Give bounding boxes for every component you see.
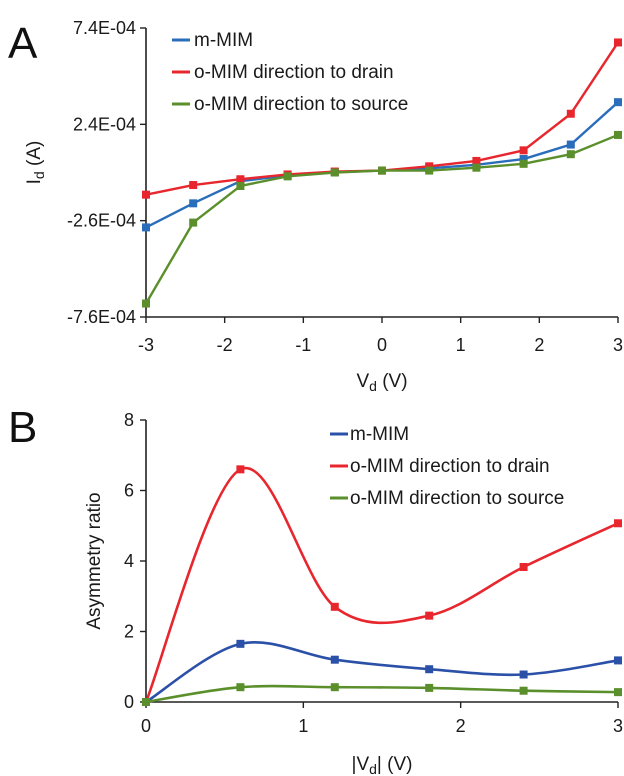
panel-letter-a: A xyxy=(8,19,38,68)
y-tick-label: 8 xyxy=(124,410,134,430)
series-1-point xyxy=(236,465,245,474)
series-1-point xyxy=(330,602,339,611)
series-1-point xyxy=(142,190,150,199)
x-axis-title-part-2: (V) xyxy=(377,371,408,392)
series-0-point xyxy=(519,670,528,679)
x-tick-label: 3 xyxy=(613,335,623,355)
x-axis-title-part-1: d xyxy=(369,378,377,394)
series-1-point xyxy=(236,175,245,184)
x-axis-title-part-0: V xyxy=(356,371,369,392)
x-tick-label: -3 xyxy=(138,335,154,355)
y-tick-label: 7.4E-04 xyxy=(73,18,136,38)
x-axis-title-part-2: | (V) xyxy=(377,754,413,775)
series-2-point xyxy=(236,683,245,692)
legend-label-0: m-MIM xyxy=(350,424,409,445)
y-tick-label: 0 xyxy=(124,692,134,712)
series-1-point xyxy=(519,146,528,155)
series-2-point xyxy=(425,683,434,692)
series-2-point xyxy=(614,130,622,139)
x-axis-title-part-0: |V xyxy=(352,754,370,775)
series-1-point xyxy=(425,162,434,171)
y-axis-title: Id (A) xyxy=(24,141,47,185)
x-tick-label: 2 xyxy=(456,716,466,736)
legend-label-2: o-MIM direction to source xyxy=(350,488,564,509)
series-0-point xyxy=(236,639,245,648)
series-0-point xyxy=(614,656,622,665)
legend-label-1: o-MIM direction to drain xyxy=(350,456,550,477)
series-2-point xyxy=(378,166,386,175)
series-2-point xyxy=(425,166,434,175)
y-tick-label: 6 xyxy=(124,481,134,501)
series-0-point xyxy=(519,155,528,164)
x-tick-label: 3 xyxy=(613,716,623,736)
x-axis-title: |Vd| (V) xyxy=(352,754,413,776)
series-0-point xyxy=(566,140,575,149)
series-1-point xyxy=(189,181,198,190)
panel-letter-b: B xyxy=(8,403,37,452)
series-line-0 xyxy=(145,101,619,229)
series-0-point xyxy=(614,98,622,107)
series-1-point xyxy=(614,38,622,47)
x-tick-label: 2 xyxy=(534,335,544,355)
x-tick-label: 0 xyxy=(377,335,387,355)
series-2-point xyxy=(472,163,481,172)
series-2-point xyxy=(566,150,575,159)
y-tick-label: -2.6E-04 xyxy=(67,211,136,231)
series-2-point xyxy=(330,683,339,692)
series-1-point xyxy=(425,611,434,620)
legend-label-1: o-MIM direction to drain xyxy=(194,62,394,83)
series-0-point xyxy=(330,655,339,664)
series-2-point xyxy=(142,299,150,308)
series-2-point xyxy=(189,218,198,227)
y-tick-label: 2 xyxy=(124,622,134,642)
series-2-point xyxy=(519,159,528,168)
series-2-point xyxy=(142,698,150,706)
legend-label-0: m-MIM xyxy=(194,30,253,51)
x-tick-label: 1 xyxy=(456,335,466,355)
series-line-0 xyxy=(145,641,619,704)
x-axis-title-part-1: d xyxy=(369,761,377,776)
x-tick-label: 0 xyxy=(141,716,151,736)
series-2-point xyxy=(236,181,245,190)
series-0-point xyxy=(425,665,434,674)
y-tick-label: 2.4E-04 xyxy=(73,114,136,134)
x-tick-label: -2 xyxy=(217,335,233,355)
y-axis-title-part-1: d xyxy=(31,171,47,179)
y-tick-label: 4 xyxy=(124,551,134,571)
x-tick-label: 1 xyxy=(298,716,308,736)
series-2-point xyxy=(519,686,528,695)
series-1-point xyxy=(519,562,528,571)
y-axis-title: Asymmetry ratio xyxy=(84,492,105,629)
series-1-point xyxy=(472,156,481,165)
series-1-point xyxy=(566,109,575,118)
y-axis-title-part-2: (A) xyxy=(24,141,45,172)
panel-b: B 0 2 4 6 8 0 1 2 3 |Vd| (V) Asymmetry ratio m-MIM o-… xyxy=(8,403,623,776)
x-tick-label: -1 xyxy=(295,335,311,355)
series-0-point xyxy=(142,223,150,232)
series-0-point xyxy=(189,199,198,208)
y-axis-title-part-0: I xyxy=(24,179,45,184)
series-1-point xyxy=(614,519,622,528)
panel-a: A -7.6E-04 -2.6E-04 2.4E-04 7.4E-04 -3 -2 -1 0 1 2… xyxy=(8,18,623,394)
series-line-2 xyxy=(144,133,619,305)
y-tick-label: -7.6E-04 xyxy=(67,307,136,327)
series-2-point xyxy=(330,168,339,177)
x-axis-title: Vd (V) xyxy=(356,371,407,394)
series-2-point xyxy=(614,688,622,697)
legend-label-2: o-MIM direction to source xyxy=(194,94,408,115)
series-line-2 xyxy=(145,684,619,704)
series-2-point xyxy=(283,172,292,181)
